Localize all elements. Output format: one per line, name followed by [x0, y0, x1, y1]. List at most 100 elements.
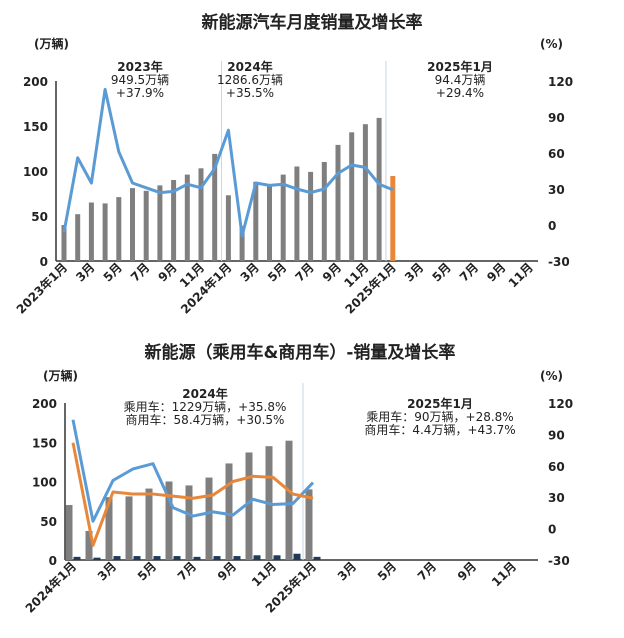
bar-商用车销量 [213, 556, 221, 560]
bar-销量 [335, 144, 341, 261]
bar-销量 [225, 195, 231, 261]
x-tick-label: 11月 [489, 559, 519, 589]
bar-销量 [280, 174, 286, 261]
y2-tick-label: 30 [548, 183, 565, 197]
y2-tick-label: 120 [548, 75, 573, 89]
y-tick-label: 0 [49, 554, 57, 568]
bar-商用车销量 [133, 556, 141, 560]
bar-销量 [61, 225, 67, 261]
bar-商用车销量 [273, 555, 281, 560]
x-tick-label: 11月 [506, 260, 536, 290]
annotation-text: 1286.6万辆 [217, 73, 283, 87]
bar-销量 [198, 168, 204, 261]
bar-销量 [88, 202, 94, 261]
bar-销量 [212, 153, 218, 261]
y2-tick-label: 0 [548, 523, 556, 537]
y2-tick-label: -30 [548, 255, 570, 269]
y-tick-label: 0 [40, 255, 48, 269]
bar-乘用车销量 [185, 485, 193, 560]
bar-销量 [294, 166, 300, 261]
x-tick-label: 5月 [265, 260, 289, 284]
bar-乘用车销量 [165, 481, 173, 560]
chart-title: 新能源（乘用车&商用车）-销量及增长率 [145, 342, 456, 363]
annotation-text: +35.5% [226, 86, 274, 100]
bar-销量 [116, 197, 122, 261]
bar-销量 [376, 117, 382, 262]
x-tick-label: 3月 [335, 559, 359, 583]
y-axis-label: (万辆) [34, 36, 69, 51]
y2-tick-label: 120 [548, 397, 573, 411]
x-tick-label: 7月 [175, 559, 199, 583]
bar-商用车销量 [73, 556, 81, 560]
y-tick-label: 100 [32, 476, 57, 490]
bar-销量 [253, 181, 259, 261]
x-tick-label: 5月 [101, 260, 125, 284]
bar-商用车销量 [193, 556, 201, 560]
annotation-text: 94.4万辆 [435, 73, 486, 87]
x-tick-label: 3月 [73, 260, 97, 284]
bar-销量 [130, 188, 135, 261]
bar-销量 [267, 184, 272, 261]
bar-商用车销量 [93, 557, 101, 560]
x-tick-label: 3月 [95, 559, 119, 583]
bar-商用车销量 [113, 556, 121, 560]
bar-销量 [171, 180, 177, 261]
x-tick-label: 7月 [415, 559, 439, 583]
bar-乘用车销量 [245, 452, 253, 560]
x-tick-label: 7月 [457, 260, 481, 284]
bar-销量 [308, 171, 314, 261]
y-tick-label: 100 [23, 165, 48, 179]
x-tick-label: 11月 [249, 559, 279, 589]
y-tick-label: 50 [31, 210, 48, 224]
bar-乘用车销量 [225, 463, 233, 560]
x-tick-label: 5月 [375, 559, 399, 583]
y-axis-label: (万辆) [43, 368, 78, 383]
annotation-text: 2025年1月 [407, 396, 473, 411]
annotation-text: 2025年1月 [427, 59, 493, 74]
y-tick-label: 150 [23, 120, 48, 134]
y2-tick-label: 60 [548, 147, 565, 161]
annotation-text: 乘用车：90万辆，+28.8% [366, 409, 513, 424]
bar-销量 [75, 214, 81, 261]
bar-乘用车销量 [285, 440, 293, 560]
bar-乘用车销量 [65, 505, 73, 560]
x-tick-label: 3月 [402, 260, 426, 284]
x-tick-label: 3月 [238, 260, 262, 284]
bar-商用车销量 [293, 553, 301, 560]
annotation-text: 商用车：58.4万辆，+30.5% [126, 412, 285, 427]
y-tick-label: 200 [23, 75, 48, 89]
y-tick-label: 50 [40, 515, 57, 529]
bar-销量 [239, 225, 245, 261]
bar-乘用车销量 [105, 497, 113, 560]
bar-商用车销量 [313, 556, 321, 560]
x-tick-label: 5月 [135, 559, 159, 583]
annotation-text: 乘用车：1229万辆，+35.8% [124, 399, 287, 414]
y-tick-label: 150 [32, 436, 57, 450]
annotation-text: +29.4% [436, 86, 484, 100]
bar-乘用车销量 [145, 488, 153, 560]
bar-销量 [143, 190, 149, 261]
bar-销量 [157, 185, 163, 261]
annotation-text: 2024年 [227, 59, 272, 74]
y2-tick-label: 0 [548, 219, 556, 233]
bar-销量 [349, 132, 355, 261]
bar-商用车销量 [233, 556, 241, 560]
y2-axis-label: (%) [540, 369, 563, 383]
bar-商用车销量 [253, 555, 261, 560]
bar-乘用车销量 [125, 496, 133, 560]
annotation-text: +37.9% [116, 86, 164, 100]
y2-tick-label: 30 [548, 491, 565, 505]
bar-销量 [390, 176, 396, 261]
y2-tick-label: -30 [548, 554, 570, 568]
annotation-text: 2023年 [117, 59, 162, 74]
bar-乘用车销量 [85, 530, 93, 560]
x-tick-label: 9月 [215, 559, 239, 583]
y2-tick-label: 90 [548, 111, 565, 125]
bar-销量 [184, 174, 190, 261]
annotation-text: 商用车：4.4万辆，+43.7% [364, 422, 515, 437]
bar-乘用车销量 [205, 477, 213, 560]
annotation-text: 2024年 [182, 386, 227, 401]
chart-title: 新能源汽车月度销量及增长率 [202, 12, 423, 33]
y2-tick-label: 60 [548, 460, 565, 474]
